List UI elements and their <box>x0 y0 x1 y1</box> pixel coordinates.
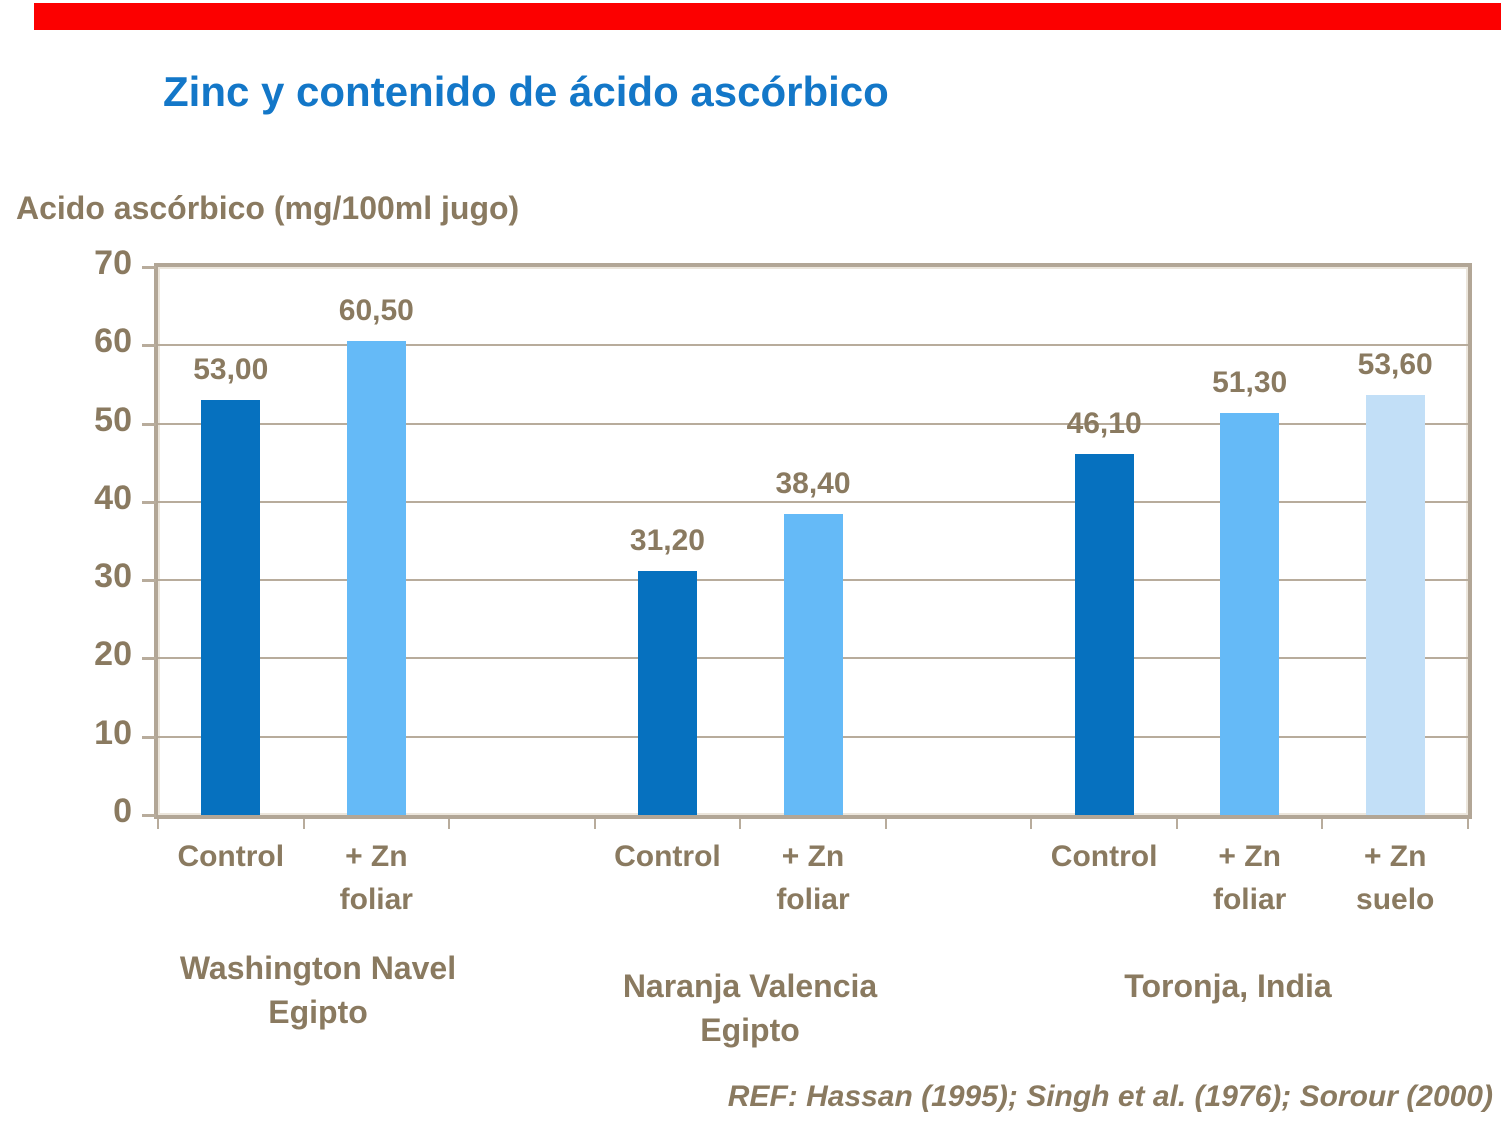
x-tick-mark <box>593 819 596 829</box>
chart-plot-area <box>154 263 1472 819</box>
category-label: Control <box>614 840 721 873</box>
y-tick-mark <box>142 266 156 269</box>
category-label: + Zn foliar <box>776 840 850 916</box>
bar-value-label: 38,40 <box>775 467 851 501</box>
gridline <box>158 422 1468 425</box>
category-label: Control <box>1050 840 1158 873</box>
x-tick-mark <box>1321 819 1324 829</box>
x-tick-mark <box>884 819 887 829</box>
slide-title: Zinc y contenido de ácido ascórbico <box>163 68 889 115</box>
bar <box>1074 454 1134 815</box>
y-tick-label: 0 <box>113 792 132 830</box>
y-tick-label: 30 <box>94 557 132 596</box>
bar-value-label: 53,60 <box>1357 348 1433 382</box>
y-axis-title: Acido ascórbico (mg/100ml jugo) <box>16 190 520 226</box>
bar <box>1365 395 1425 815</box>
y-tick-mark <box>142 814 156 817</box>
bar-value-label: 53,00 <box>193 353 269 387</box>
bar-value-label: 31,20 <box>629 523 705 557</box>
bar <box>346 341 406 815</box>
category-label: + Zn foliar <box>1212 840 1287 916</box>
y-tick-label: 10 <box>94 713 132 752</box>
category-label: + Zn foliar <box>339 840 413 916</box>
y-tick-mark <box>142 657 156 661</box>
x-tick-mark <box>448 819 451 829</box>
gridline <box>158 344 1468 347</box>
bar <box>783 514 843 815</box>
reference-text: REF: Hassan (1995); Singh et al. (1976);… <box>727 1080 1493 1113</box>
y-tick-label: 70 <box>94 244 132 282</box>
bar <box>1220 413 1280 815</box>
category-label: + Zn suelo <box>1356 840 1435 916</box>
y-tick-mark <box>142 422 156 426</box>
category-label: Control <box>177 840 285 873</box>
x-tick-mark <box>1030 819 1033 829</box>
y-tick-label: 50 <box>94 400 132 439</box>
bar <box>637 570 697 815</box>
y-tick-mark <box>142 500 156 504</box>
x-tick-mark <box>302 819 305 829</box>
bar-value-label: 51,30 <box>1212 366 1288 400</box>
y-tick-label: 40 <box>94 478 132 517</box>
bar-value-label: 46,10 <box>1066 407 1142 441</box>
group-label: Washington Navel Egipto <box>179 950 457 1031</box>
y-tick-mark <box>142 579 156 583</box>
top-accent-bar <box>34 3 1501 30</box>
y-tick-mark <box>142 735 156 739</box>
bar-value-label: 60,50 <box>338 294 414 328</box>
x-tick-mark <box>1175 819 1178 829</box>
gridline <box>158 500 1468 503</box>
x-tick-mark <box>157 819 159 829</box>
bar <box>201 400 261 815</box>
group-label: Naranja Valencia Egipto <box>622 968 878 1049</box>
y-tick-label: 20 <box>94 635 132 674</box>
x-tick-mark <box>1467 819 1469 829</box>
y-tick-label: 60 <box>94 322 132 361</box>
group-label: Toronja, India <box>1124 968 1332 1004</box>
y-tick-mark <box>142 344 156 348</box>
x-tick-mark <box>739 819 742 829</box>
